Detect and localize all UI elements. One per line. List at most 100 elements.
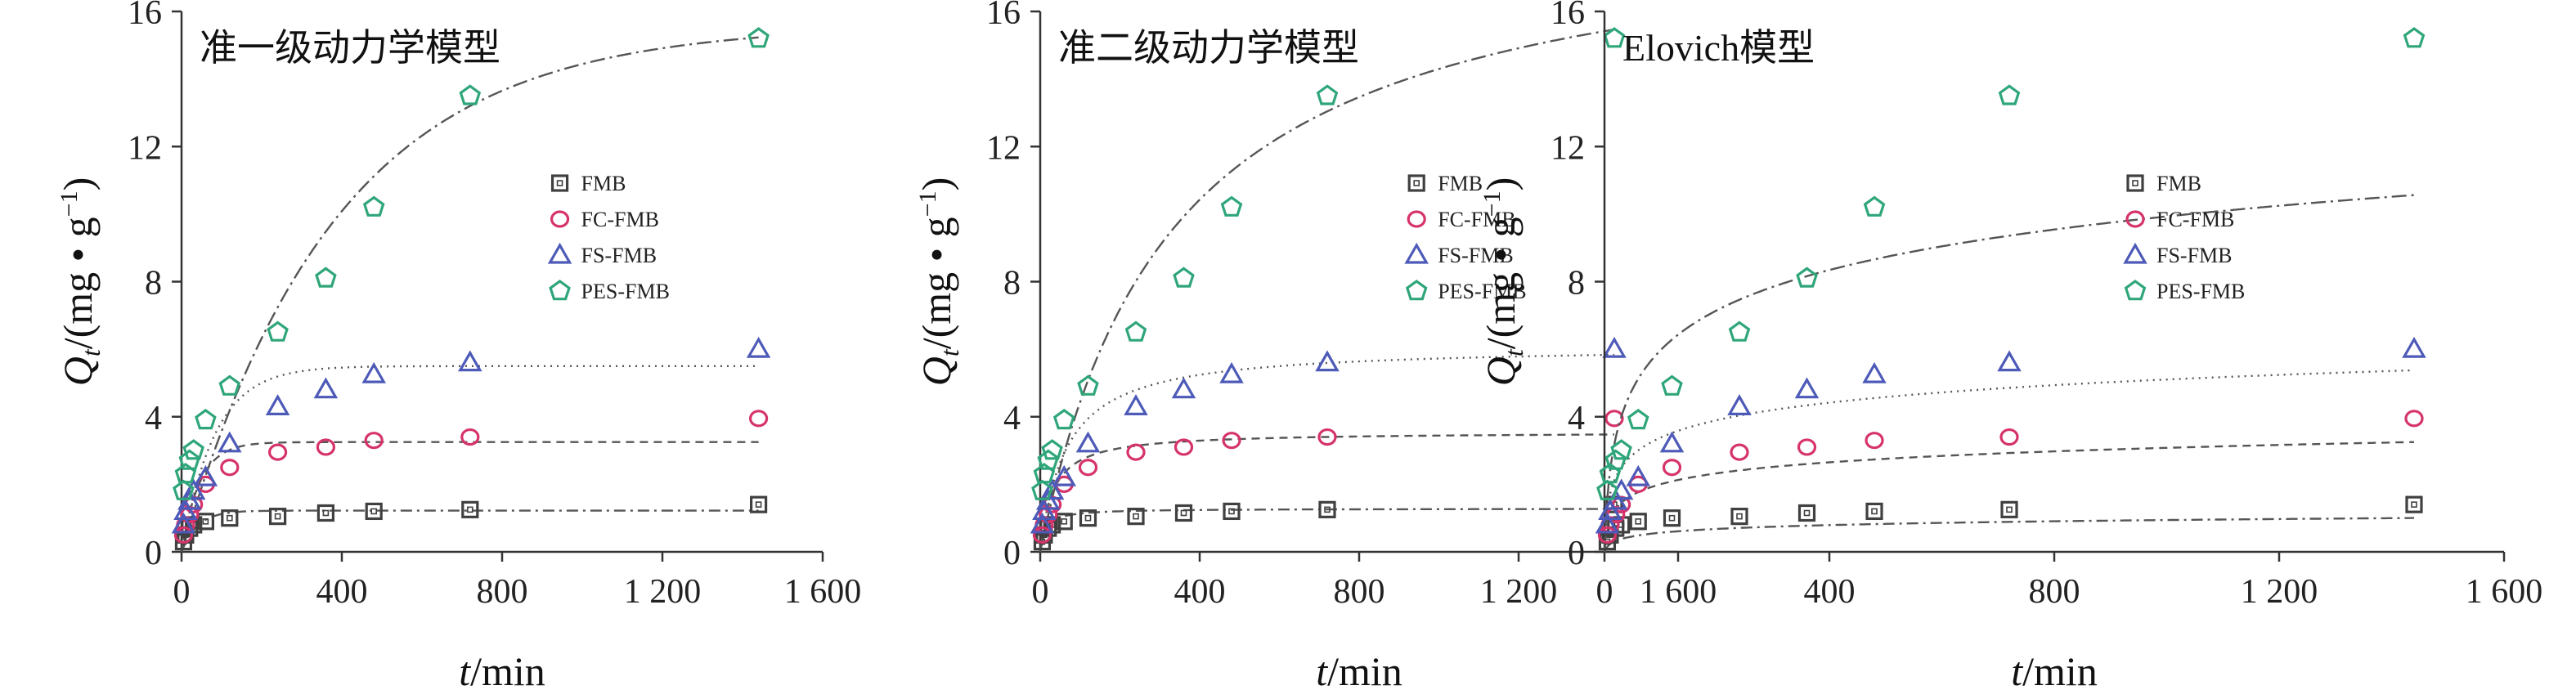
y-axis-variable: Q	[55, 356, 101, 386]
point-fc-fmb	[1222, 432, 1241, 450]
point-fs-fmb	[1659, 431, 1685, 453]
panel-title: 准一级动力学模型	[200, 27, 500, 69]
fit-curve-pes-fmb	[1603, 194, 2415, 553]
y-axis-title: Qt/(mg • g−1)	[55, 177, 105, 387]
y-axis-close-paren: )	[1478, 177, 1524, 191]
y-tick-label: 16	[1551, 0, 1585, 32]
point-fmb	[196, 513, 214, 531]
point-fmb	[1055, 513, 1073, 531]
point-fmb	[1079, 509, 1097, 527]
x-axis-variable: t	[459, 648, 471, 694]
x-tick-label: 1 200	[1480, 573, 1558, 611]
point-fmb	[365, 502, 383, 521]
y-axis-variable: Q	[913, 356, 959, 386]
point-pes-fmb	[1728, 320, 1751, 342]
legend-marker-fc-fmb	[2125, 210, 2145, 228]
point-fs-fmb	[1052, 464, 1077, 486]
fit-curve-fc-fmb	[1603, 441, 2415, 553]
y-tick-label: 12	[1551, 129, 1585, 167]
point-pes-fmb	[1037, 449, 1060, 470]
point-fc-fmb	[1865, 432, 1884, 450]
point-pes-fmb	[1661, 374, 1683, 396]
point-pes-fmb	[1603, 27, 1626, 48]
point-fc-fmb	[220, 459, 240, 477]
point-fs-fmb	[746, 336, 771, 358]
point-fs-fmb	[1794, 377, 1820, 399]
point-pes-fmb	[2403, 27, 2426, 48]
legend-marker-fc-fmb	[550, 210, 570, 228]
legend-label-pes-fmb: PES-FMB	[2156, 280, 2245, 303]
marker-inner	[2006, 506, 2013, 513]
point-fmb	[269, 508, 287, 526]
point-fc-fmb	[1797, 438, 1817, 456]
y-tick-label: 8	[1003, 265, 1021, 302]
point-fc-fmb	[2404, 410, 2424, 428]
x-axis-title: t/min	[2011, 648, 2098, 694]
legend-marker-pes-fmb	[2124, 280, 2147, 301]
marker-inner	[370, 508, 378, 515]
point-fs-fmb	[265, 394, 290, 415]
legend-label-fs-fmb: FS-FMB	[1438, 244, 1514, 267]
legend-marker-fmb	[1407, 174, 1425, 192]
fit-curve-fmb	[1603, 517, 2414, 553]
point-fc-fmb	[1174, 438, 1194, 456]
x-tick-label: 800	[477, 573, 528, 611]
x-tick-label: 400	[316, 573, 368, 611]
point-fs-fmb	[1602, 336, 1627, 358]
x-tick-label: 0	[1032, 573, 1049, 611]
point-fmb	[1127, 508, 1145, 526]
legend-label-fmb: FMB	[581, 172, 626, 195]
point-pes-fmb	[1599, 463, 1622, 484]
point-fc-fmb	[173, 526, 194, 544]
x-axis-variable: t	[2011, 648, 2023, 694]
point-fc-fmb	[364, 432, 384, 450]
point-pes-fmb	[267, 320, 289, 342]
point-fmb	[461, 500, 479, 518]
marker-inner	[755, 501, 762, 508]
marker-inner	[1413, 180, 1420, 186]
point-fc-fmb	[1604, 410, 1624, 428]
point-fs-fmb	[1598, 499, 1622, 521]
legend-label-fs-fmb: FS-FMB	[2156, 244, 2233, 267]
y-tick-label: 0	[1003, 535, 1021, 572]
legend-marker-fs-fmb	[1404, 242, 1429, 264]
point-fs-fmb	[193, 464, 218, 486]
y-tick-label: 16	[128, 0, 162, 32]
x-axis-unit: /min	[470, 648, 545, 694]
y-axis-subscript: t	[76, 348, 105, 356]
legend-label-fc-fmb: FC-FMB	[581, 208, 659, 231]
legend-label-pes-fmb: PES-FMB	[581, 280, 670, 303]
legend-marker-fs-fmb	[2123, 242, 2147, 264]
fit-curve-fs-fmb	[1039, 353, 1614, 553]
point-pes-fmb	[747, 27, 770, 48]
legend-marker-pes-fmb	[549, 280, 571, 301]
point-fc-fmb	[1999, 428, 2019, 446]
y-axis-superscript: −1	[914, 190, 941, 217]
marker-inner	[1871, 508, 1878, 515]
point-fmb	[316, 504, 334, 522]
marker-inner	[1133, 513, 1139, 520]
point-pes-fmb	[1173, 267, 1195, 288]
point-fs-fmb	[1219, 361, 1244, 383]
legend-label-fs-fmb: FS-FMB	[581, 244, 657, 267]
point-pes-fmb	[1041, 439, 1063, 460]
fit-curve-fc-fmb	[180, 441, 759, 553]
y-axis-subscript: t	[1499, 348, 1528, 356]
marker-inner	[226, 514, 233, 522]
point-fc-fmb	[268, 443, 288, 461]
y-axis-variable: Q	[1478, 356, 1524, 386]
point-fs-fmb	[1595, 512, 1620, 534]
point-fmb	[2405, 495, 2423, 513]
marker-inner	[2132, 180, 2138, 186]
point-pes-fmb	[1052, 408, 1075, 430]
point-fs-fmb	[1315, 350, 1340, 372]
point-fmb	[1730, 508, 1748, 526]
point-pes-fmb	[1220, 195, 1243, 217]
point-fs-fmb	[313, 377, 339, 399]
point-fs-fmb	[181, 478, 206, 500]
point-fmb	[1629, 513, 1647, 531]
y-axis-close-paren: )	[55, 177, 101, 191]
point-fmb	[1318, 500, 1336, 518]
point-pes-fmb	[1596, 479, 1618, 500]
